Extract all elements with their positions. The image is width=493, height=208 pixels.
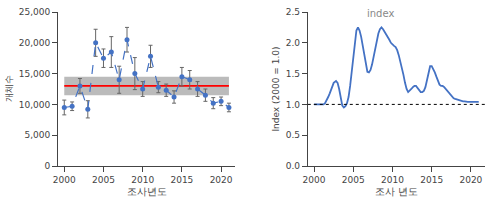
svg-text:2015: 2015 [170,175,193,185]
svg-text:20,000: 20,000 [19,38,51,48]
svg-text:2020: 2020 [210,175,233,185]
svg-text:Index (2000 = 1.0): Index (2000 = 1.0) [271,46,281,131]
svg-text:2015: 2015 [420,175,443,185]
svg-text:조사년도: 조사년도 [127,186,167,197]
svg-text:2005: 2005 [92,175,115,185]
svg-text:2000: 2000 [53,175,76,185]
svg-text:0.5: 0.5 [286,130,300,140]
svg-text:2000: 2000 [303,175,326,185]
svg-text:조사 년도: 조사 년도 [375,186,418,197]
svg-text:2010: 2010 [131,175,154,185]
svg-text:1.0: 1.0 [286,100,301,110]
svg-text:15,000: 15,000 [19,69,51,79]
svg-text:0: 0 [44,161,50,171]
svg-text:2010: 2010 [381,175,404,185]
svg-text:index: index [367,8,394,19]
svg-text:10,000: 10,000 [19,100,51,110]
svg-text:2020: 2020 [459,175,482,185]
svg-text:개체수: 개체수 [4,76,14,103]
svg-text:25,000: 25,000 [19,7,51,17]
svg-text:5,000: 5,000 [24,130,50,140]
svg-text:2.5: 2.5 [286,7,300,17]
svg-text:2005: 2005 [342,175,365,185]
svg-text:0.0: 0.0 [286,161,301,171]
svg-text:1.5: 1.5 [286,69,300,79]
svg-text:2.0: 2.0 [286,38,301,48]
